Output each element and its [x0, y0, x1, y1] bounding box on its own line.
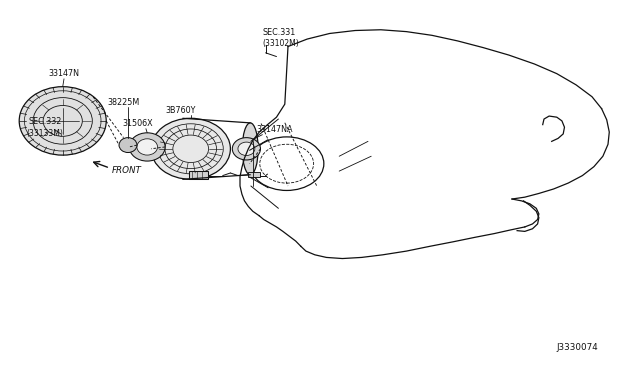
Ellipse shape [19, 87, 106, 155]
Ellipse shape [137, 139, 157, 155]
Ellipse shape [119, 138, 137, 153]
Text: SEC.332: SEC.332 [28, 118, 61, 126]
Ellipse shape [238, 142, 255, 155]
Bar [248, 172, 260, 177]
Ellipse shape [151, 118, 230, 179]
Text: 3B760Y: 3B760Y [165, 106, 196, 115]
FancyBboxPatch shape [189, 171, 208, 179]
Text: 33147N: 33147N [49, 69, 79, 78]
Text: 31506X: 31506X [122, 119, 153, 128]
Text: (33102M): (33102M) [262, 39, 299, 48]
Ellipse shape [243, 123, 258, 175]
Text: J3330074: J3330074 [557, 343, 598, 352]
Ellipse shape [129, 133, 165, 161]
Text: 38225M: 38225M [108, 98, 140, 107]
Text: (33133M): (33133M) [26, 129, 63, 138]
Text: FRONT: FRONT [112, 166, 142, 174]
Text: SEC.331: SEC.331 [262, 28, 296, 37]
Ellipse shape [232, 138, 260, 160]
Text: 33147NA: 33147NA [256, 125, 292, 134]
